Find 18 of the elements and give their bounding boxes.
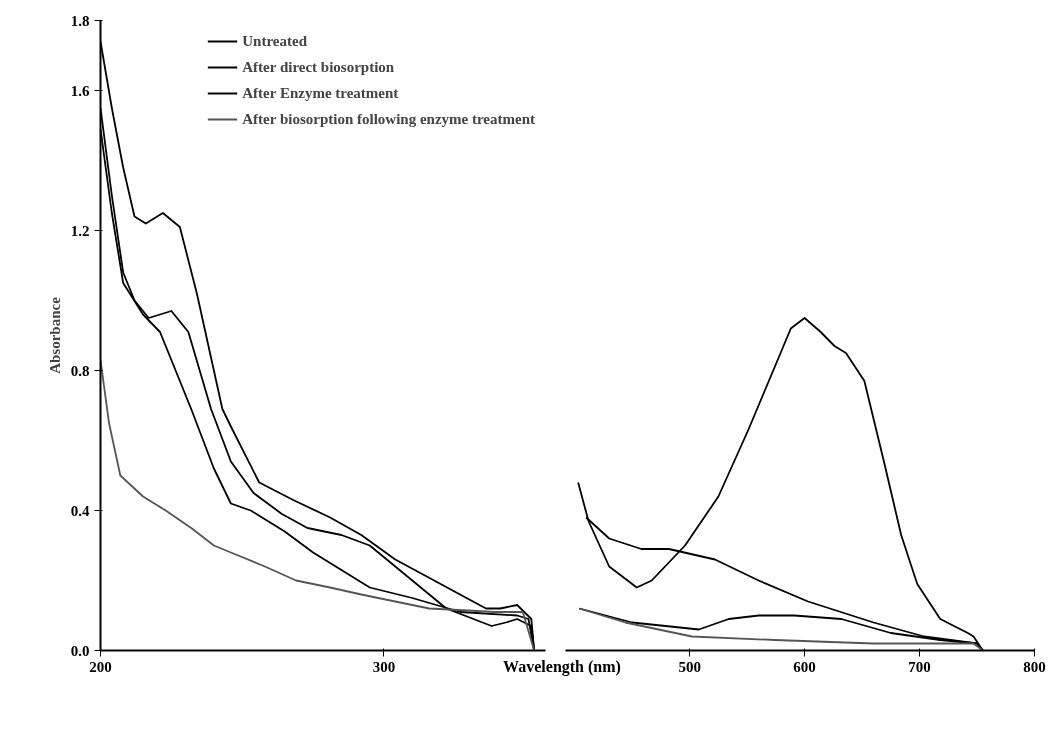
y-tick-label: 0.0	[70, 642, 90, 659]
x-axis-title: Wavelength (nm)	[503, 657, 621, 678]
y-tick-label: 1.2	[70, 222, 90, 239]
x-tick-label: 700	[908, 658, 931, 675]
y-tick-label: 0.8	[70, 362, 90, 379]
x-tick-label: 200	[89, 658, 112, 675]
y-tick-label: 0.4	[70, 502, 90, 519]
legend-label: After biosorption following enzyme treatment	[242, 110, 535, 128]
x-tick-label: 800	[1023, 658, 1046, 675]
x-tick-label: 600	[793, 658, 816, 675]
y-axis-title: Absorbance	[46, 296, 63, 374]
legend-label: Untreated	[242, 32, 307, 50]
x-tick-label: 300	[372, 658, 396, 675]
legend-label: After direct biosorption	[242, 58, 395, 76]
x-tick-label: 500	[678, 658, 701, 675]
y-tick-label: 1.6	[70, 82, 90, 99]
y-tick-label: 1.8	[70, 12, 90, 29]
legend-label: After Enzyme treatment	[242, 84, 399, 102]
